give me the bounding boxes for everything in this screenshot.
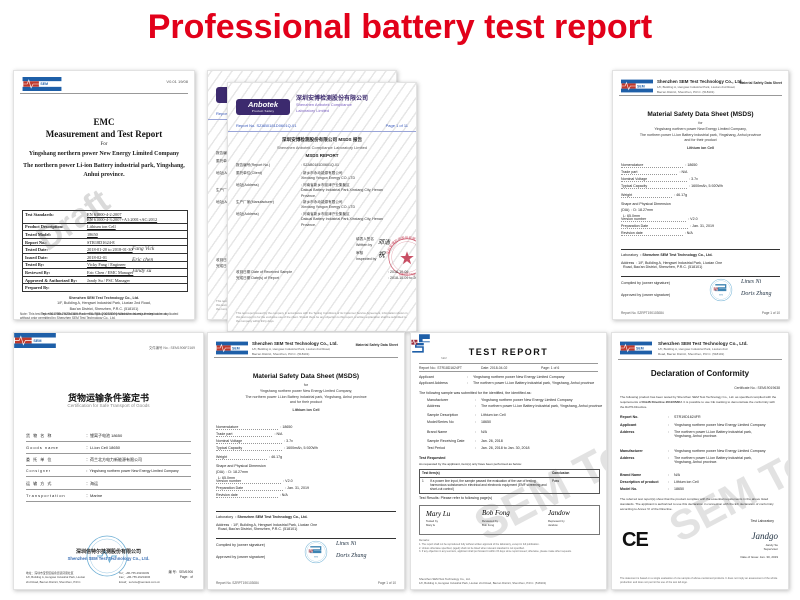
svg-text:SEM: SEM [232, 346, 240, 350]
svg-text:深圳安博检测股份有限公司: 深圳安博检测股份有限公司 [385, 235, 417, 255]
svg-text:SEM: SEM [719, 295, 723, 297]
svg-text:SEM: SEM [33, 339, 41, 343]
svg-text:SEM: SEM [314, 557, 318, 559]
svg-text:SEM: SEM [637, 84, 645, 88]
svg-text:SEM: SEM [40, 82, 48, 86]
svg-text:SEM: SEM [636, 346, 644, 350]
